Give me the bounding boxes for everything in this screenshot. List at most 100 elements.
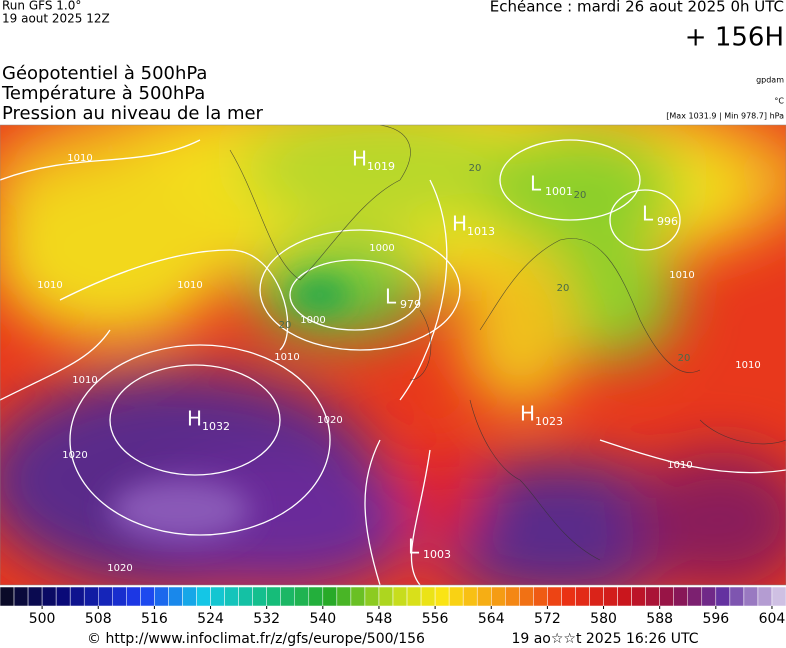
- colorbar-tick-label: 564: [478, 611, 505, 627]
- colorbar-swatch: [687, 586, 703, 607]
- center-pressure: 1032: [202, 420, 230, 433]
- colorbar-swatch: [729, 586, 745, 607]
- footer-url: © http://www.infoclimat.fr/z/gfs/europe/…: [87, 631, 425, 647]
- colorbar-swatch: [533, 586, 548, 607]
- colorbar-swatch: [41, 586, 57, 607]
- colorbar-swatch: [280, 586, 296, 607]
- colorbar-swatch: [266, 586, 281, 607]
- colorbar-tick-label: 596: [702, 611, 729, 627]
- colorbar-tick-label: 540: [309, 611, 336, 627]
- center-pressure: 979: [400, 298, 421, 311]
- colorbar-swatch: [406, 586, 422, 607]
- colorbar-swatch: [673, 586, 689, 607]
- colorbar-swatch: [238, 586, 253, 607]
- center-pressure: 1001: [545, 185, 573, 198]
- isobar-label: 1020: [62, 450, 87, 461]
- center-letter: H: [452, 212, 467, 236]
- center-letter: H: [352, 147, 367, 171]
- colorbar-swatch: [434, 586, 450, 607]
- colorbar-swatch: [547, 586, 562, 607]
- colorbar-swatch: [294, 586, 310, 607]
- center-pressure: 1013: [467, 225, 495, 238]
- lead-time: + 156H: [685, 23, 784, 53]
- field-name: Température à 500hPa: [1, 83, 205, 104]
- colorbar-swatch: [98, 586, 113, 607]
- colorbar-swatch: [182, 586, 197, 607]
- center-letter: L: [408, 535, 420, 559]
- field-name: Géopotentiel à 500hPa: [2, 63, 207, 84]
- colorbar-swatch: [659, 586, 674, 607]
- colorbar-tick-label: 580: [590, 611, 617, 627]
- center-pressure: 996: [657, 215, 678, 228]
- valid-time: Echéance : mardi 26 aout 2025 0h UTC: [490, 0, 784, 16]
- colorbar-tick-label: 508: [85, 611, 112, 627]
- isobar-label: 1010: [67, 153, 92, 164]
- colorbar-swatch: [126, 586, 141, 607]
- isobar-label: 1010: [669, 270, 694, 281]
- colorbar-swatch: [364, 586, 380, 607]
- colorbar-swatch: [701, 586, 717, 607]
- run-date: 19 aout 2025 12Z: [2, 12, 110, 26]
- center-letter: H: [187, 407, 202, 431]
- isobar-label: 1010: [177, 280, 202, 291]
- colorbar-swatch: [69, 586, 85, 607]
- center-letter: L: [642, 202, 654, 226]
- colorbar-swatch: [420, 586, 436, 607]
- colorbar-swatch: [154, 586, 169, 607]
- temperature-label: 20: [279, 320, 292, 331]
- colorbar-swatch: [336, 586, 352, 607]
- colorbar-tick-label: 500: [29, 611, 56, 627]
- isobar-label: 1010: [667, 460, 692, 471]
- center-letter: L: [385, 285, 397, 309]
- colorbar-swatch: [224, 586, 239, 607]
- colorbar-swatch: [196, 586, 211, 607]
- isobar-label: 1000: [300, 315, 325, 326]
- isobars: [0, 139, 786, 585]
- colorbar-swatch: [603, 586, 618, 607]
- center-letter: L: [530, 172, 542, 196]
- colorbar-swatch: [140, 586, 155, 607]
- colorbar-swatch: [27, 586, 43, 607]
- colorbar-swatch: [13, 586, 29, 607]
- temperature-label: 20: [557, 283, 570, 294]
- isobar-label: 1010: [735, 360, 760, 371]
- isobar-label: 1010: [72, 375, 97, 386]
- colorbar-tick-label: 532: [253, 611, 280, 627]
- colorbar-swatch: [575, 586, 590, 607]
- colorbar-swatch: [491, 586, 506, 607]
- colorbar-swatch: [252, 586, 267, 607]
- coastlines: [229, 125, 786, 561]
- isobar-label: 1020: [107, 563, 132, 574]
- colorbar-swatch: [476, 586, 492, 607]
- colorbar-swatch: [771, 586, 786, 607]
- field-name: Pression au niveau de la mer: [2, 103, 264, 124]
- colorbar-swatch: [0, 586, 15, 607]
- center-pressure: 1019: [367, 160, 395, 173]
- colorbar-swatch: [743, 586, 759, 607]
- colorbar-tick-label: 524: [197, 611, 224, 627]
- colorbar-swatch: [462, 586, 478, 607]
- run-label: Run GFS 1.0°: [2, 0, 81, 13]
- colorbar-swatch: [55, 586, 71, 607]
- colorbar-tick-label: 548: [366, 611, 393, 627]
- isobar-label: 1010: [274, 352, 299, 363]
- colorbar-tick-label: 516: [141, 611, 168, 627]
- colorbar-swatch: [83, 586, 99, 607]
- map-frame: [0, 124, 786, 586]
- temperature-label: 20: [678, 353, 691, 364]
- temperature-label: 20: [469, 163, 482, 174]
- center-pressure: 1023: [535, 415, 563, 428]
- colorbar-swatch: [448, 586, 464, 607]
- colorbar-swatch: [561, 586, 576, 607]
- colorbar-tick-label: 604: [759, 611, 786, 627]
- colorbar-swatch: [617, 586, 632, 607]
- center-pressure: 1003: [423, 548, 451, 561]
- colorbar-tick-label: 556: [422, 611, 449, 627]
- colorbar-swatch: [645, 586, 660, 607]
- isobar-label: 1020: [317, 415, 342, 426]
- colorbar-swatch: [631, 586, 646, 607]
- colorbar-swatch: [505, 586, 520, 607]
- center-letter: H: [520, 402, 535, 426]
- colorbar-swatch: [168, 586, 183, 607]
